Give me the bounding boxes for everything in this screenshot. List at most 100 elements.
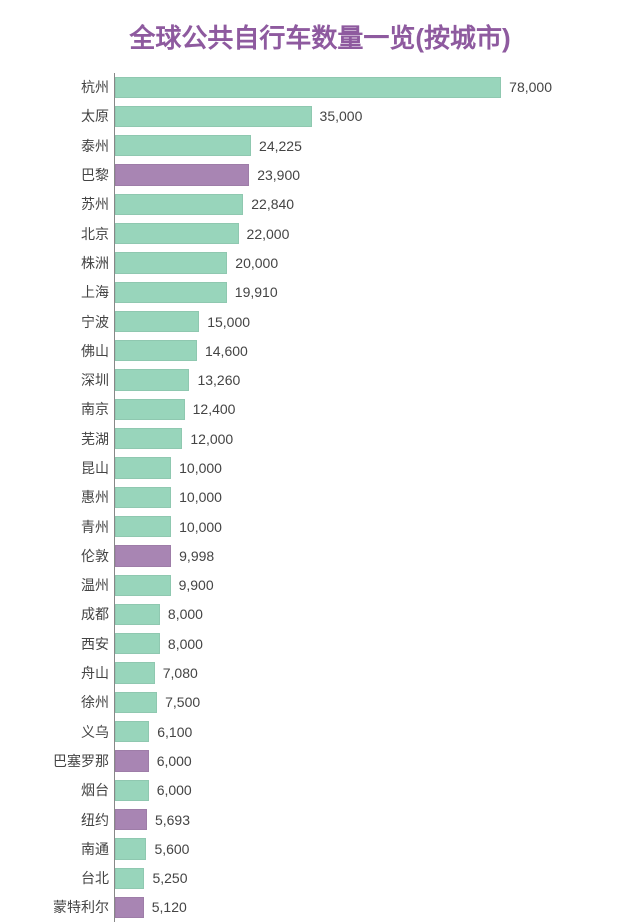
value-label: 5,250 xyxy=(144,870,187,886)
value-label: 8,000 xyxy=(160,606,203,622)
city-label: 宁波 xyxy=(29,312,115,332)
bar xyxy=(115,575,171,596)
value-label: 9,998 xyxy=(171,548,214,564)
bar-row: 烟台6,000 xyxy=(115,776,552,804)
bar-row: 成都8,000 xyxy=(115,600,552,628)
city-label: 北京 xyxy=(29,224,115,244)
bar xyxy=(115,135,251,156)
city-label: 巴塞罗那 xyxy=(29,751,115,771)
value-label: 12,000 xyxy=(182,431,233,447)
bar xyxy=(115,897,144,918)
city-label: 温州 xyxy=(29,575,115,595)
bars-area: 杭州78,000太原35,000泰州24,225巴黎23,900苏州22,840… xyxy=(114,73,552,922)
chart-container: 全球公共自行车数量一览(按城市) 杭州78,000太原35,000泰州24,22… xyxy=(0,0,640,905)
bar-row: 纽约5,693 xyxy=(115,805,552,833)
bar xyxy=(115,868,144,889)
bar xyxy=(115,252,227,273)
bar-row: 株洲20,000 xyxy=(115,249,552,277)
bar-row: 巴黎23,900 xyxy=(115,161,552,189)
value-label: 6,100 xyxy=(149,724,192,740)
city-label: 昆山 xyxy=(29,458,115,478)
bar xyxy=(115,750,149,771)
value-label: 5,600 xyxy=(146,841,189,857)
bar xyxy=(115,311,199,332)
bar-row: 苏州22,840 xyxy=(115,190,552,218)
bar xyxy=(115,838,146,859)
value-label: 5,693 xyxy=(147,812,190,828)
city-label: 苏州 xyxy=(29,194,115,214)
bar-row: 南京12,400 xyxy=(115,395,552,423)
value-label: 15,000 xyxy=(199,314,250,330)
city-label: 伦敦 xyxy=(29,546,115,566)
bar xyxy=(115,164,249,185)
city-label: 西安 xyxy=(29,634,115,654)
value-label: 5,120 xyxy=(144,899,187,915)
city-label: 佛山 xyxy=(29,341,115,361)
city-label: 惠州 xyxy=(29,487,115,507)
value-label: 24,225 xyxy=(251,138,302,154)
city-label: 上海 xyxy=(29,282,115,302)
bar-row: 台北5,250 xyxy=(115,864,552,892)
city-label: 烟台 xyxy=(29,780,115,800)
bar xyxy=(115,633,160,654)
value-label: 7,500 xyxy=(157,694,200,710)
bar xyxy=(115,487,171,508)
bar-row: 青州10,000 xyxy=(115,512,552,540)
bar xyxy=(115,77,501,98)
city-label: 成都 xyxy=(29,604,115,624)
bar-row: 温州9,900 xyxy=(115,571,552,599)
bar-row: 上海19,910 xyxy=(115,278,552,306)
bar-row: 西安8,000 xyxy=(115,630,552,658)
value-label: 8,000 xyxy=(160,636,203,652)
bar xyxy=(115,399,185,420)
city-label: 青州 xyxy=(29,517,115,537)
bar xyxy=(115,223,239,244)
bar-row: 佛山14,600 xyxy=(115,337,552,365)
value-label: 10,000 xyxy=(171,460,222,476)
chart-title: 全球公共自行车数量一览(按城市) xyxy=(28,18,612,55)
value-label: 22,000 xyxy=(239,226,290,242)
bar xyxy=(115,428,182,449)
bar xyxy=(115,545,171,566)
city-label: 巴黎 xyxy=(29,165,115,185)
bar-row: 巴塞罗那6,000 xyxy=(115,747,552,775)
bar-row: 宁波15,000 xyxy=(115,307,552,335)
bar-row: 蒙特利尔5,120 xyxy=(115,893,552,921)
bar-row: 泰州24,225 xyxy=(115,132,552,160)
bar xyxy=(115,809,147,830)
city-label: 纽约 xyxy=(29,810,115,830)
value-label: 9,900 xyxy=(171,577,214,593)
bar xyxy=(115,780,149,801)
city-label: 株洲 xyxy=(29,253,115,273)
value-label: 20,000 xyxy=(227,255,278,271)
value-label: 35,000 xyxy=(312,108,363,124)
value-label: 6,000 xyxy=(149,753,192,769)
city-label: 杭州 xyxy=(29,77,115,97)
value-label: 23,900 xyxy=(249,167,300,183)
city-label: 南京 xyxy=(29,399,115,419)
bar xyxy=(115,282,227,303)
bar-row: 太原35,000 xyxy=(115,102,552,130)
city-label: 舟山 xyxy=(29,663,115,683)
value-label: 14,600 xyxy=(197,343,248,359)
city-label: 台北 xyxy=(29,868,115,888)
bar xyxy=(115,369,189,390)
bar xyxy=(115,457,171,478)
bar xyxy=(115,106,312,127)
bar xyxy=(115,194,243,215)
value-label: 7,080 xyxy=(155,665,198,681)
bar-row: 惠州10,000 xyxy=(115,483,552,511)
value-label: 78,000 xyxy=(501,79,552,95)
city-label: 泰州 xyxy=(29,136,115,156)
city-label: 蒙特利尔 xyxy=(29,897,115,917)
city-label: 义乌 xyxy=(29,722,115,742)
bar xyxy=(115,516,171,537)
city-label: 徐州 xyxy=(29,692,115,712)
bar-row: 芜湖12,000 xyxy=(115,425,552,453)
city-label: 深圳 xyxy=(29,370,115,390)
bar xyxy=(115,721,149,742)
bar-row: 南通5,600 xyxy=(115,835,552,863)
bar xyxy=(115,662,155,683)
value-label: 10,000 xyxy=(171,489,222,505)
bar-row: 伦敦9,998 xyxy=(115,542,552,570)
